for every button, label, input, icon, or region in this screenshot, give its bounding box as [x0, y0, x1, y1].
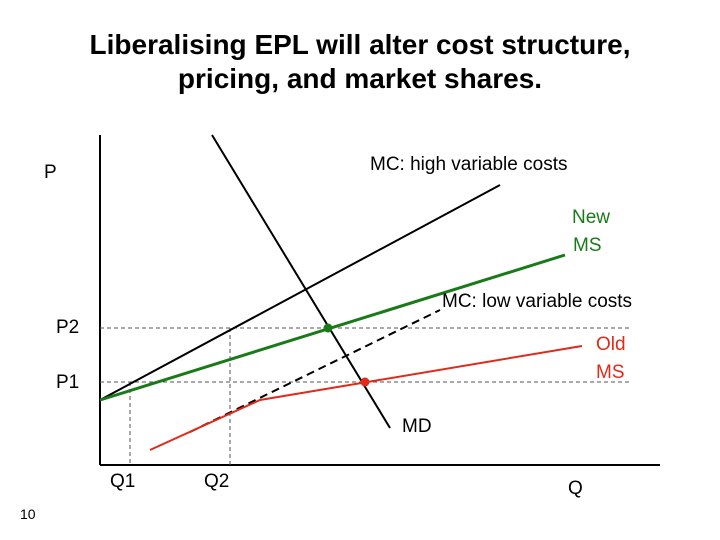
- new-equilibrium-point: [323, 323, 333, 333]
- page-number: 10: [20, 506, 36, 522]
- p1-label: P1: [56, 372, 79, 393]
- title-line-2: pricing, and market shares.: [177, 63, 543, 94]
- old-ms-label-line-1: Old: [596, 334, 626, 355]
- new-ms-label-line-2: MS: [573, 235, 602, 256]
- old-ms-line: [149, 345, 583, 451]
- y-axis-label: P: [44, 162, 57, 183]
- new-ms-line: [99, 253, 566, 402]
- slide-title: Liberalising EPL will alter cost structu…: [30, 28, 690, 96]
- mc-high-line: [99, 184, 501, 401]
- x-axis-label: Q: [568, 478, 583, 499]
- q2-label: Q2: [204, 471, 229, 492]
- old-equilibrium-point: [360, 377, 370, 387]
- mc-high-label: MC: high variable costs: [370, 154, 567, 175]
- md-line: [211, 134, 391, 429]
- mc-low-line: [189, 309, 441, 433]
- mc-low-label: MC: low variable costs: [442, 291, 632, 312]
- md-label: MD: [402, 416, 432, 437]
- p2-label: P2: [56, 317, 79, 338]
- new-ms-label-line-1: New: [572, 207, 610, 228]
- old-ms-label-line-2: MS: [596, 362, 625, 383]
- q1-label: Q1: [110, 471, 135, 492]
- title-line-1: Liberalising EPL will alter cost structu…: [89, 29, 631, 60]
